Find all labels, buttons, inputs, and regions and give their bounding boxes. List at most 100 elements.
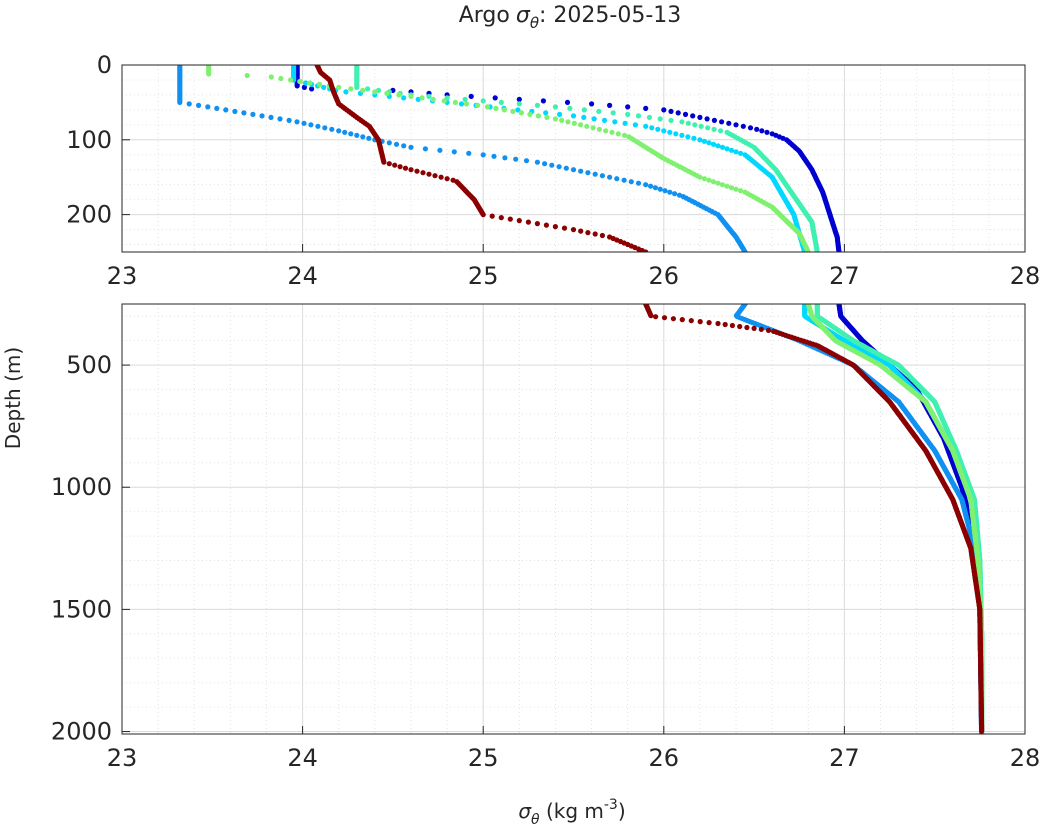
profile-point	[744, 324, 750, 331]
profile-point	[567, 105, 573, 111]
profile-point	[661, 107, 667, 113]
profile-point	[422, 146, 428, 152]
profile-point	[646, 114, 653, 120]
profile-point	[415, 96, 421, 102]
profile-point	[711, 117, 718, 123]
profile-point	[655, 126, 661, 132]
profile-point	[685, 120, 691, 126]
profile-point	[205, 104, 211, 110]
profile-point	[710, 141, 717, 147]
profile-point	[444, 176, 450, 182]
profile-point	[607, 102, 613, 108]
profile-point	[534, 159, 541, 165]
profile-point	[463, 101, 470, 107]
profile-point	[401, 143, 407, 149]
profile-point	[381, 159, 387, 165]
profile-point	[307, 80, 313, 86]
profile-point	[625, 111, 631, 117]
profile-point	[657, 116, 663, 122]
profile-point	[715, 180, 721, 186]
profile-point	[277, 116, 283, 122]
profile-point	[728, 185, 735, 191]
profile-point	[432, 173, 438, 179]
profile-point	[612, 119, 618, 125]
profile-point	[578, 168, 584, 174]
profile-point	[601, 117, 608, 123]
profile-point	[534, 102, 541, 108]
profile-point	[397, 164, 403, 170]
profile-point	[701, 138, 708, 144]
bottom-panel: 23 24 25 26 27 28 500 1000 1500 2000	[51, 303, 1041, 772]
profile-point	[268, 74, 274, 80]
profile-point	[621, 177, 627, 183]
profile-point	[214, 105, 220, 111]
profile-point	[643, 249, 649, 252]
profile-point	[733, 186, 739, 192]
profile-point	[552, 104, 559, 110]
profile-point	[493, 105, 499, 111]
top-panel: 23 24 25 26 27 28 0 100 200	[66, 51, 1040, 290]
profile-point	[667, 129, 673, 135]
profile-point	[348, 86, 354, 92]
profile-point	[754, 126, 760, 132]
profile-point	[259, 113, 265, 119]
profile-point	[294, 119, 300, 125]
y-axis-label: Depth (m)	[1, 347, 25, 449]
profile-point	[513, 156, 519, 162]
profile-point	[668, 117, 674, 123]
profile-point	[498, 99, 504, 105]
profile-series-6	[643, 304, 985, 734]
profile-point	[672, 191, 678, 197]
profile-point	[688, 318, 694, 324]
x-tick-label: 24	[287, 262, 318, 290]
profile-point	[615, 131, 621, 137]
profile-point	[516, 101, 522, 107]
profile-point	[544, 114, 550, 120]
profile-point	[578, 122, 584, 128]
profile-point	[698, 123, 704, 129]
profile-point	[516, 96, 522, 102]
profile-point	[649, 125, 655, 131]
y-tick-label: 1000	[51, 473, 112, 501]
profile-point	[360, 134, 366, 140]
profile-point	[724, 183, 730, 189]
profile-point	[661, 128, 667, 134]
y-tick-label: 500	[66, 351, 112, 379]
profile-point	[297, 78, 303, 85]
profile-point	[715, 320, 721, 327]
profile-point	[719, 144, 726, 150]
profile-point	[437, 147, 443, 153]
profile-point	[733, 149, 739, 155]
profile-point	[657, 186, 663, 192]
profile-point	[241, 110, 247, 116]
profile-point	[542, 161, 548, 167]
chart-title: Argo σθ: 2025-05-13	[459, 3, 682, 32]
profile-point	[250, 111, 256, 117]
profile-point	[747, 125, 754, 131]
profile-point	[523, 158, 530, 164]
profile-point	[540, 98, 547, 104]
profile-point	[706, 320, 712, 326]
profile-point	[232, 108, 238, 114]
profile-point	[814, 249, 820, 252]
profile-point	[466, 150, 472, 156]
profile-point	[679, 132, 685, 138]
profile-point	[609, 129, 615, 135]
profile-point	[675, 110, 681, 116]
profile-point	[396, 92, 402, 98]
profile-point	[303, 80, 309, 86]
profile-point	[596, 126, 603, 132]
profile-point	[468, 93, 474, 99]
profile-point	[268, 114, 274, 120]
profile-point	[510, 108, 516, 114]
x-tick-label: 28	[1010, 744, 1041, 772]
profile-point	[408, 93, 414, 99]
profile-point	[286, 117, 292, 123]
profile-point	[535, 113, 542, 119]
profile-point	[765, 327, 772, 333]
profile-point	[430, 96, 436, 102]
profile-point	[648, 313, 654, 319]
profile-point	[315, 123, 321, 129]
profile-series-4	[354, 65, 820, 252]
